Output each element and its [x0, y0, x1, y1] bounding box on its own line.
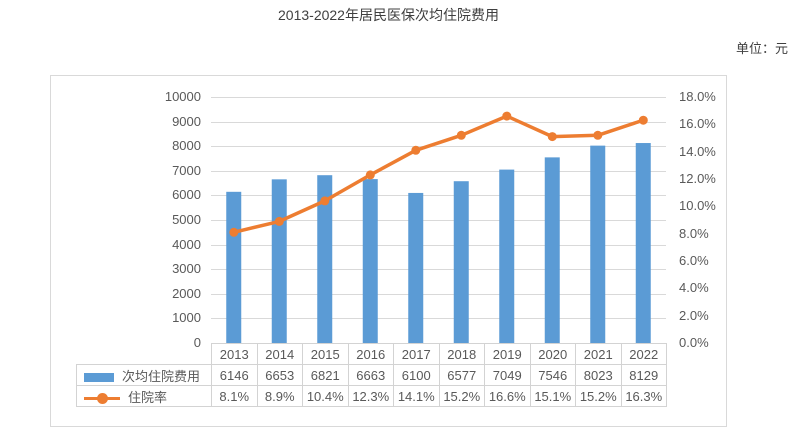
left-axis-tick: 4000	[172, 236, 201, 252]
right-axis-tick: 8.0%	[679, 225, 709, 241]
chart-card: 10000 9000 8000 7000 6000 5000 4000 3000 2000 100…	[50, 75, 727, 427]
rate-value-cell: 16.6%	[484, 385, 531, 407]
series-label-rate: 住院率	[76, 385, 212, 407]
year-header-cell: 2014	[256, 343, 303, 365]
rate-value-cell: 15.1%	[529, 385, 576, 407]
unit-label: 单位：元	[735, 41, 788, 56]
year-header-cell: 2016	[347, 343, 394, 365]
legend-bar-swatch	[84, 372, 114, 382]
right-axis-tick: 6.0%	[679, 253, 709, 268]
left-axis-tick: 10000	[164, 89, 201, 104]
cost-value-cell: 8129	[620, 364, 667, 386]
cost-value-cell: 6100	[393, 364, 440, 386]
right-axis-tick: 18.0%	[679, 89, 716, 104]
line-marker-2022	[638, 115, 648, 125]
year-header-cell: 2019	[484, 343, 531, 365]
cost-value-cell: 6653	[256, 364, 303, 386]
plot-area	[211, 97, 666, 344]
chart-title: 2013-2022年居民医保次均住院费用	[278, 7, 499, 23]
line-marker-2014	[274, 216, 284, 226]
right-axis-tick: 16.0%	[679, 116, 716, 132]
left-axis-tick: 8000	[172, 138, 201, 154]
rate-value-cell: 16.3%	[620, 385, 667, 407]
rate-value-cell: 10.4%	[302, 385, 349, 407]
cost-value-cell: 8023	[575, 364, 622, 386]
bar-2021	[590, 145, 606, 343]
line-marker-2020	[547, 132, 557, 142]
cost-value-cell: 6146	[211, 364, 258, 386]
bar-2020	[544, 157, 560, 343]
line-marker-2013	[229, 227, 239, 237]
right-axis-tick: 2.0%	[679, 307, 709, 323]
line-marker-2017	[411, 145, 421, 155]
year-header-cell: 2017	[393, 343, 440, 365]
left-axis-tick: 0	[193, 335, 201, 350]
left-axis-tick: 6000	[172, 187, 201, 203]
cost-value-cell: 6577	[438, 364, 485, 386]
data-table: 2013 2014 2015 2016 2017 2018 2019 2020 2021 2022…	[76, 343, 667, 407]
year-header-cell: 2020	[529, 343, 576, 365]
year-header-cell: 2013	[211, 343, 258, 365]
year-header-cell: 2022	[620, 343, 667, 365]
right-axis-tick: 10.0%	[679, 198, 716, 214]
bar-2019	[499, 169, 515, 343]
left-axis-tick: 7000	[172, 162, 201, 178]
right-axis-tick: 0.0%	[679, 335, 709, 350]
line-marker-2016	[365, 170, 375, 180]
left-axis-tick: 1000	[172, 310, 201, 326]
line-marker-2015	[320, 196, 330, 206]
cost-value-cell: 7049	[484, 364, 531, 386]
year-header-cell: 2015	[302, 343, 349, 365]
right-axis-tick: 14.0%	[679, 143, 716, 159]
rate-value-cell: 12.3%	[347, 385, 394, 407]
bar-2022	[635, 143, 651, 343]
left-axis-tick: 5000	[172, 212, 201, 227]
year-header-cell: 2018	[438, 343, 485, 365]
rate-value-cell: 8.9%	[256, 385, 303, 407]
left-axis-tick: 9000	[172, 113, 201, 129]
series-name: 次均住院费用	[122, 368, 201, 384]
bar-2017	[408, 192, 424, 343]
series-label-cost: 次均住院费用	[76, 364, 212, 386]
rate-value-cell: 14.1%	[393, 385, 440, 407]
legend-line-dot	[97, 392, 108, 404]
cost-value-cell: 6821	[302, 364, 349, 386]
left-axis-tick: 3000	[172, 261, 201, 277]
year-header-cell: 2021	[575, 343, 622, 365]
trend-line	[232, 114, 646, 235]
bar-2014	[271, 179, 287, 343]
bar-2018	[453, 181, 469, 343]
line-marker-2019	[502, 111, 512, 121]
right-axis-tick: 4.0%	[679, 280, 709, 296]
bar-2015	[317, 175, 333, 343]
rate-value-cell: 15.2%	[438, 385, 485, 407]
cost-value-cell: 7546	[529, 364, 576, 386]
table-corner-blank	[77, 344, 212, 365]
cost-value-cell: 6663	[347, 364, 394, 386]
rate-value-cell: 8.1%	[211, 385, 258, 407]
right-axis-tick: 12.0%	[679, 171, 716, 186]
series-name: 住院率	[128, 389, 168, 405]
left-axis-tick: 2000	[172, 285, 201, 301]
legend-line-swatch	[84, 392, 120, 404]
line-marker-2018	[456, 130, 466, 140]
bar-2013	[226, 191, 242, 343]
rate-value-cell: 15.2%	[575, 385, 622, 407]
bar-2016	[362, 179, 378, 343]
line-marker-2021	[593, 130, 603, 140]
